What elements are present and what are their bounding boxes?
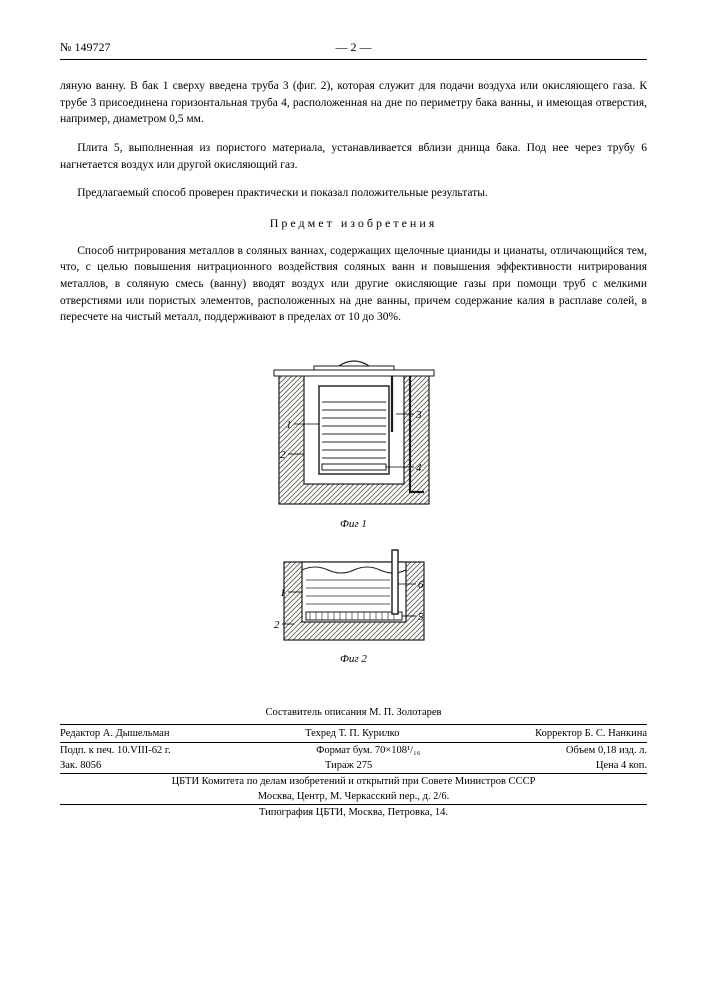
- figure-1-svg: 1 2 3 4: [264, 344, 444, 514]
- imprint-row-2: Зак. 8056 Тираж 275 Цена 4 коп.: [60, 758, 647, 773]
- claim-text: Способ нитрирования металлов в соляных в…: [60, 243, 647, 326]
- paper-format: Формат бум. 70×108¹/₁₆: [316, 745, 420, 756]
- subject-heading: Предмет изобретения: [60, 216, 647, 231]
- figure-2-svg: 1 2 6 5: [264, 544, 444, 649]
- fig1-label-4: 4: [416, 462, 422, 474]
- fig2-label-1: 1: [280, 587, 286, 599]
- org-line: ЦБТИ Комитета по делам изобретений и отк…: [60, 774, 647, 789]
- page-header: № 149727 — 2 — № 149727: [60, 40, 647, 55]
- fig1-label-1: 1: [286, 419, 292, 431]
- paragraph-1: ляную ванну. В бак 1 сверху введена труб…: [60, 78, 647, 128]
- print-run: Тираж 275: [325, 760, 372, 771]
- address-line: Москва, Центр, М. Черкасский пер., д. 2/…: [60, 789, 647, 804]
- figure-1: 1 2 3 4 Фиг 1: [264, 344, 444, 544]
- fig2-label-6: 6: [418, 579, 424, 591]
- fig2-caption: Фиг 2: [264, 653, 444, 665]
- figure-2: 1 2 6 5 Фиг 2: [264, 544, 444, 679]
- fig1-label-3: 3: [415, 409, 422, 421]
- printer-line: Типография ЦБТИ, Москва, Петровка, 14.: [60, 805, 647, 820]
- compiler-line: Составитель описания М. П. Золотарев: [60, 707, 647, 718]
- fig2-label-5: 5: [418, 611, 424, 623]
- paragraph-2: Плита 5, выполненная из пористого матери…: [60, 140, 647, 173]
- fig1-label-2: 2: [280, 449, 286, 461]
- editor: Редактор А. Дышельман: [60, 728, 169, 739]
- fig1-caption: Фиг 1: [264, 518, 444, 530]
- proofreader: Корректор Б. С. Нанкина: [535, 728, 647, 739]
- doc-number: № 149727: [60, 40, 110, 55]
- imprint-row-1: Подп. к печ. 10.VIII-62 г. Формат бум. 7…: [60, 743, 647, 758]
- fig2-label-2: 2: [274, 619, 280, 631]
- techred: Техред Т. П. Курилко: [305, 728, 399, 739]
- volume: Объем 0,18 изд. л.: [566, 745, 647, 756]
- price: Цена 4 коп.: [596, 760, 647, 771]
- header-rule: [60, 59, 647, 60]
- print-date: Подп. к печ. 10.VIII-62 г.: [60, 745, 171, 756]
- paragraph-3: Предлагаемый способ проверен практически…: [60, 185, 647, 202]
- order-no: Зак. 8056: [60, 760, 101, 771]
- credits-row: Редактор А. Дышельман Техред Т. П. Курил…: [60, 724, 647, 743]
- page-marker: — 2 —: [336, 40, 372, 55]
